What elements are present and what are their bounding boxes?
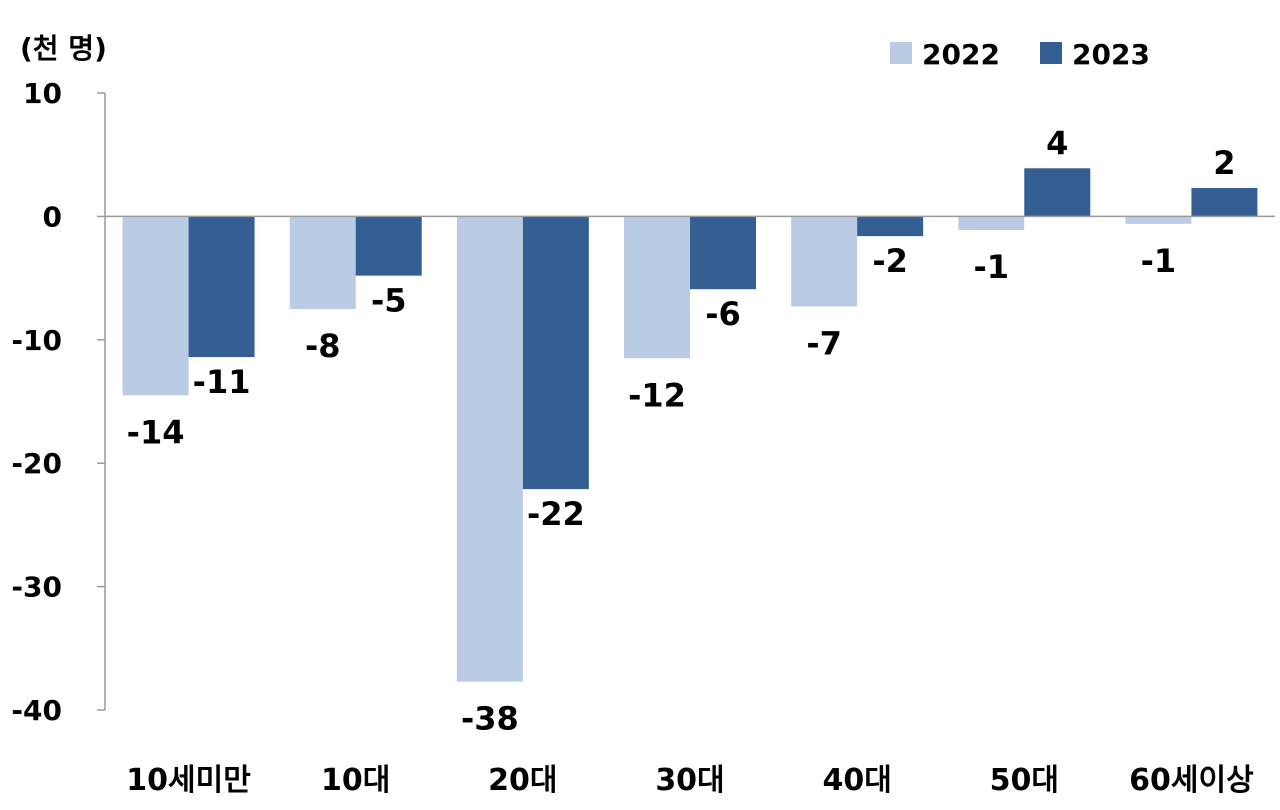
data-label-2022: -14 [127, 413, 185, 451]
legend-swatch-2022 [890, 42, 912, 64]
bar-2023 [1191, 188, 1258, 217]
y-tick-label: -40 [11, 694, 62, 727]
data-label-2023: -6 [705, 295, 741, 333]
bar-2023 [690, 216, 756, 290]
bar-2023 [522, 216, 589, 490]
legend-label-2022: 2022 [922, 38, 1000, 71]
data-label-2022: -12 [628, 376, 686, 414]
bar-2023 [1024, 168, 1091, 217]
x-category-label: 10대 [321, 763, 390, 798]
bar-2023 [355, 216, 422, 276]
bar-2022 [456, 216, 523, 682]
legend-swatch-2023 [1040, 42, 1062, 64]
data-label-2022: -1 [974, 248, 1010, 286]
data-label-2022: -8 [305, 327, 341, 365]
bar-2022 [791, 216, 858, 307]
bar-2022 [1125, 216, 1192, 224]
bar-2023 [857, 216, 924, 237]
data-label-2023: 4 [1046, 124, 1068, 162]
x-category-label: 40대 [822, 763, 891, 798]
y-tick-label: 0 [43, 200, 62, 233]
bar-2022 [958, 216, 1025, 230]
data-label-2023: 2 [1213, 144, 1235, 182]
x-category-label: 60세이상 [1129, 763, 1254, 798]
data-labels: -14-11-8-5-38-22-12-6-7-2 -14-12 [127, 124, 1236, 737]
data-label-2023: -11 [193, 363, 251, 401]
y-tick-label: -20 [11, 447, 62, 480]
y-tick-label: -10 [11, 324, 62, 357]
bar-2022 [289, 216, 356, 309]
y-tick-label: 10 [23, 77, 62, 110]
data-label-2022: -7 [806, 324, 842, 362]
bar-2022 [624, 216, 690, 359]
bar-2023 [188, 216, 255, 358]
data-label-2022: -1 [1141, 242, 1177, 280]
y-axis: 10 0 -10 -20 -30 -40 [11, 77, 106, 727]
data-label-2022: -38 [461, 700, 519, 738]
data-label-2023: -22 [527, 495, 585, 533]
data-label-2023: -5 [371, 282, 407, 320]
legend-label-2023: 2023 [1072, 38, 1150, 71]
bars [122, 168, 1258, 682]
unit-label: (천 명) [20, 32, 107, 65]
legend: 2022 2023 [890, 38, 1150, 71]
y-tick-label: -30 [11, 571, 62, 604]
x-category-label: 50대 [990, 763, 1059, 798]
x-category-label: 30대 [655, 763, 724, 798]
x-axis: 10세미만 10대 20대 30대 40대 50대 60세이상 [126, 763, 1254, 798]
data-label-2023: -2 [872, 242, 908, 280]
x-category-label: 20대 [488, 763, 557, 798]
x-category-label: 10세미만 [126, 763, 251, 798]
bar-2022 [122, 216, 189, 396]
